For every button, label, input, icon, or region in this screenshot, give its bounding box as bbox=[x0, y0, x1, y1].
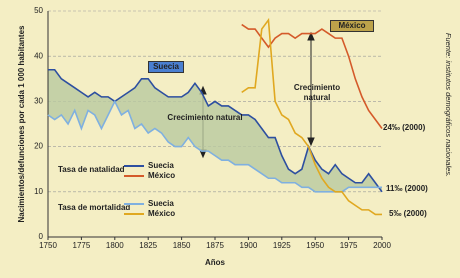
x-tick-label: 1750 bbox=[39, 241, 57, 250]
x-tick-label: 1775 bbox=[73, 241, 91, 250]
legend-label: México bbox=[148, 171, 175, 180]
y-tick-label: 0 bbox=[39, 232, 44, 241]
series-line bbox=[241, 23, 383, 129]
annotation: Crecimiento natural bbox=[293, 83, 341, 102]
x-tick-label: 1900 bbox=[240, 241, 258, 250]
x-tick-label: 1800 bbox=[106, 241, 124, 250]
annotation: 11‰ (2000) bbox=[386, 184, 428, 193]
y-tick-label: 40 bbox=[34, 51, 43, 60]
x-tick-label: 1825 bbox=[139, 241, 157, 250]
series-line bbox=[241, 17, 382, 216]
source: Fuente: institutos demográficos nacional… bbox=[444, 33, 453, 177]
annotation: 24‰ (2000) bbox=[383, 123, 426, 132]
natural-growth-area bbox=[48, 69, 382, 192]
x-tick-label: 1950 bbox=[306, 241, 324, 250]
series-line bbox=[47, 99, 382, 193]
legend-label: Suecia bbox=[148, 161, 174, 170]
annotation: Suecia bbox=[148, 61, 184, 73]
annotation: 5‰ (2000) bbox=[389, 209, 427, 218]
annotation: Crecimiento natural bbox=[167, 113, 243, 122]
x-tick-label: 1925 bbox=[273, 241, 291, 250]
series-line bbox=[48, 68, 383, 193]
legend-group-title: Tasa de mortalidad bbox=[58, 203, 130, 212]
y-tick-label: 50 bbox=[34, 6, 43, 15]
x-tick-label: 1875 bbox=[206, 241, 224, 250]
x-tick-label: 1850 bbox=[173, 241, 191, 250]
y-tick-label: 10 bbox=[34, 187, 43, 196]
x-tick-label: 1975 bbox=[340, 241, 358, 250]
legend-label: Suecia bbox=[148, 199, 174, 208]
y-tick-label: 20 bbox=[34, 142, 43, 151]
x-axis-label: Años bbox=[205, 258, 226, 267]
y-axis-label: Nacimientos/defunciones por cada 1 000 h… bbox=[17, 25, 26, 223]
y-tick-label: 30 bbox=[34, 97, 43, 106]
x-tick-label: 2000 bbox=[373, 241, 391, 250]
legend-label: México bbox=[148, 209, 175, 218]
annotation: México bbox=[330, 20, 374, 32]
legend-group-title: Tasa de natalidad bbox=[58, 165, 125, 174]
